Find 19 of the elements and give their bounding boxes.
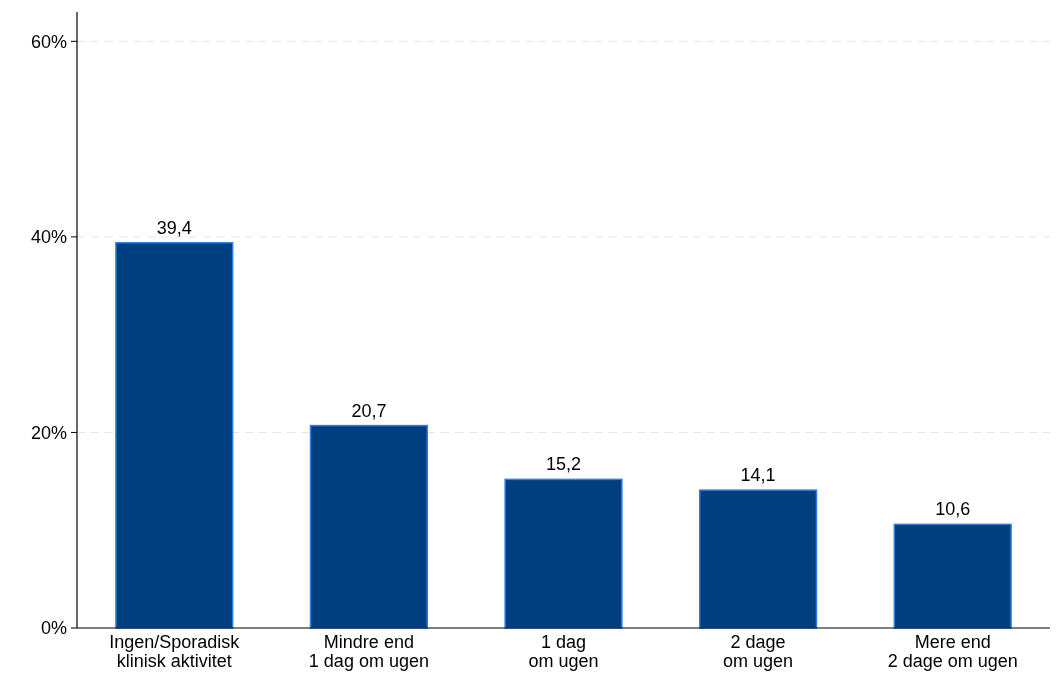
x-tick-label: 1 dag om ugen (528, 632, 599, 671)
y-tick-label: 40% (30, 227, 67, 248)
data-label: 39,4 (156, 217, 192, 238)
data-label: 10,6 (935, 499, 971, 520)
bar (893, 523, 1012, 629)
x-tick-label: Mere end 2 dage om ugen (887, 632, 1018, 671)
bar (115, 242, 234, 629)
data-label: 15,2 (545, 454, 582, 475)
y-tick-label: 0% (40, 618, 67, 639)
y-tick-label: 20% (30, 422, 67, 443)
y-tick-label: 60% (30, 31, 67, 52)
x-tick-label: Mindre end 1 dag om ugen (308, 632, 429, 671)
bar (698, 489, 818, 629)
x-tick-label: 2 dage om ugen (723, 632, 794, 671)
data-label: 14,1 (740, 465, 776, 486)
data-label: 20,7 (351, 400, 387, 421)
x-tick-label: Ingen/Sporadisk klinisk aktivitet (109, 632, 241, 671)
bar (309, 424, 429, 629)
bar (504, 478, 623, 629)
